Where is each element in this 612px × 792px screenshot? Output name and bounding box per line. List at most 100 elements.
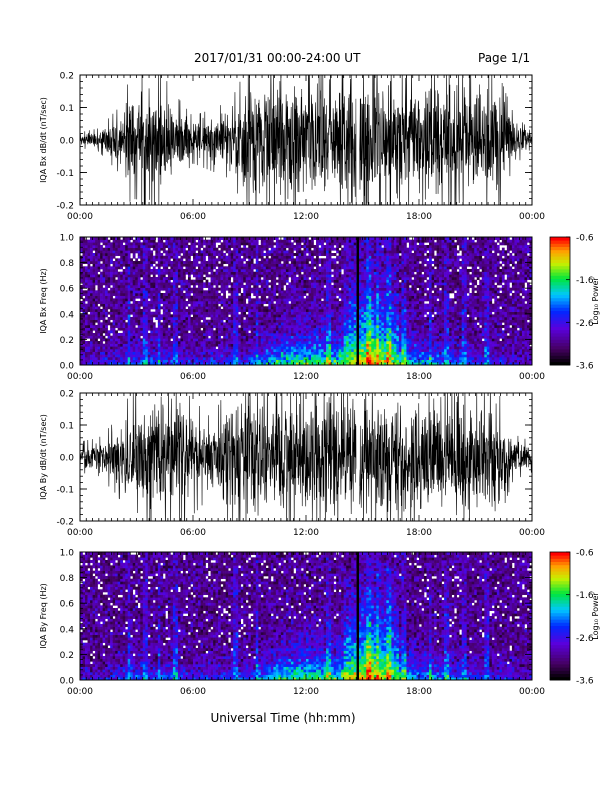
heatmap-cell — [311, 239, 314, 243]
heatmap-cell — [333, 285, 337, 288]
heatmap-cell — [290, 338, 294, 342]
heatmap-cell — [105, 261, 108, 264]
heatmap-cell — [290, 295, 294, 299]
heatmap-cell — [213, 335, 216, 339]
heatmap-cell — [205, 319, 209, 323]
heatmap-cell — [280, 319, 284, 323]
heatmap-cell — [253, 239, 257, 243]
heatmap-cell — [255, 303, 259, 307]
heatmap-cell — [97, 317, 101, 320]
heatmap-cell — [268, 293, 272, 296]
heatmap-cell — [90, 250, 93, 254]
heatmap-cell — [157, 317, 161, 320]
heatmap-cell — [290, 242, 294, 246]
heatmap-cell — [298, 322, 302, 326]
heatmap-cell — [321, 330, 324, 334]
heatmap-cell — [275, 362, 279, 366]
heatmap-cell — [127, 269, 131, 272]
heatmap-cell — [243, 258, 247, 262]
heatmap-cell — [132, 322, 136, 326]
heatmap-cell — [205, 298, 209, 302]
heatmap-cell — [147, 351, 151, 355]
heatmap-cell — [190, 250, 194, 254]
heatmap-cell — [288, 263, 292, 267]
heatmap-cell — [308, 357, 312, 360]
heatmap-cell — [218, 269, 221, 272]
heatmap-cell — [150, 279, 154, 283]
heatmap-cell — [288, 266, 292, 270]
heatmap-cell — [210, 282, 214, 286]
heatmap-cell — [125, 359, 129, 363]
heatmap-cell — [341, 261, 344, 264]
heatmap-cell — [275, 317, 279, 320]
heatmap-cell — [205, 359, 209, 363]
heatmap-cell — [238, 245, 242, 248]
heatmap-cell — [303, 322, 307, 326]
heatmap-cell — [177, 338, 181, 342]
heatmap-cell — [218, 314, 221, 318]
heatmap-cell — [260, 343, 264, 347]
heatmap-cell — [203, 271, 206, 275]
heatmap-cell — [117, 349, 121, 352]
heatmap-cell — [318, 253, 322, 256]
heatmap-cell — [187, 362, 191, 366]
heatmap-cell — [233, 327, 236, 331]
heatmap-cell — [100, 311, 103, 315]
heatmap-cell — [105, 290, 108, 294]
heatmap-cell — [260, 287, 264, 291]
heatmap-cell — [122, 239, 126, 243]
heatmap-cell — [92, 319, 96, 323]
heatmap-cell — [265, 293, 269, 296]
heatmap-cell — [300, 293, 304, 296]
heatmap-cell — [235, 338, 239, 342]
heatmap-cell — [187, 346, 191, 350]
heatmap-cell — [185, 303, 189, 307]
heatmap-cell — [218, 250, 221, 254]
heatmap-cell — [238, 333, 242, 336]
heatmap-cell — [140, 258, 144, 262]
heatmap-cell — [80, 317, 83, 320]
heatmap-cell — [270, 279, 274, 283]
heatmap-cell — [107, 301, 111, 304]
heatmap-cell — [295, 322, 299, 326]
heatmap-cell — [248, 343, 252, 347]
heatmap-cell — [208, 303, 211, 307]
heatmap-cell — [338, 242, 342, 246]
heatmap-cell — [225, 269, 229, 272]
heatmap-cell — [213, 341, 216, 344]
heatmap-cell — [87, 255, 91, 259]
heatmap-cell — [225, 287, 229, 291]
heatmap-cell — [243, 362, 247, 366]
heatmap-cell — [288, 357, 292, 360]
heatmap-cell — [200, 266, 204, 270]
heatmap-cell — [285, 298, 289, 302]
heatmap-cell — [187, 239, 191, 243]
heatmap-cell — [92, 293, 96, 296]
heatmap-cell — [130, 258, 134, 262]
heatmap-cell — [130, 290, 134, 294]
heatmap-cell — [145, 293, 149, 296]
heatmap-cell — [80, 319, 83, 323]
heatmap-cell — [293, 245, 297, 248]
heatmap-cell — [306, 319, 309, 323]
heatmap-cell — [326, 349, 329, 352]
heatmap-cell — [278, 293, 282, 296]
heatmap-cell — [306, 287, 309, 291]
heatmap-cell — [147, 322, 151, 326]
heatmap-cell — [82, 242, 86, 246]
heatmap-cell — [293, 314, 297, 318]
heatmap-cell — [198, 282, 201, 286]
heatmap-cell — [110, 277, 113, 280]
heatmap-cell — [295, 362, 299, 366]
heatmap-cell — [343, 266, 347, 270]
heatmap-cell — [208, 242, 211, 246]
heatmap-cell — [313, 319, 317, 323]
heatmap-cell — [150, 237, 154, 240]
heatmap-cell — [308, 290, 312, 294]
heatmap-cell — [185, 242, 189, 246]
heatmap-cell — [283, 253, 287, 256]
heatmap-cell — [341, 253, 344, 256]
heatmap-cell — [213, 266, 216, 270]
heatmap-cell — [326, 255, 329, 259]
heatmap-cell — [150, 245, 154, 248]
